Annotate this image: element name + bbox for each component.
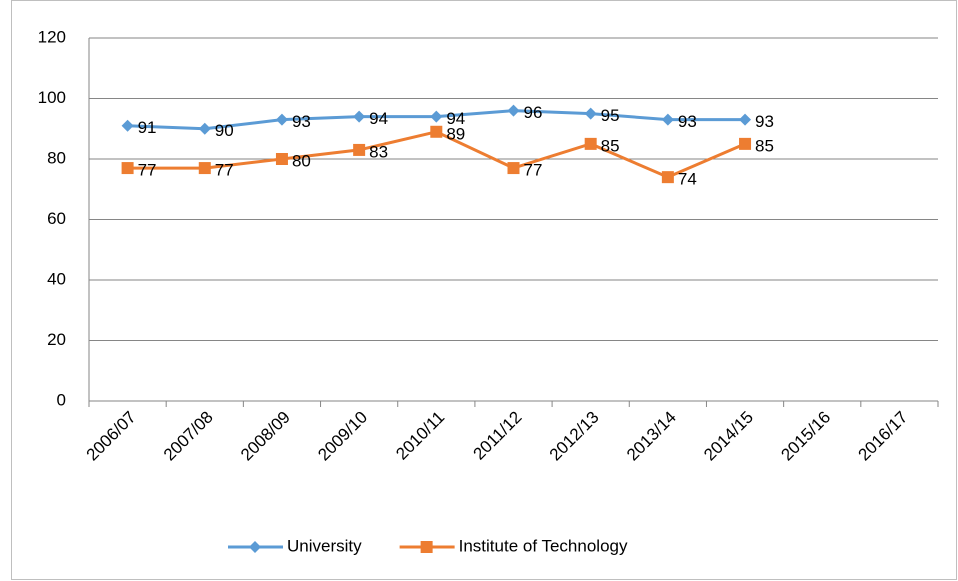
data-label: 80 — [292, 151, 311, 170]
y-tick-label: 80 — [47, 148, 66, 167]
y-tick-label: 20 — [47, 330, 66, 349]
data-label: 85 — [601, 136, 620, 155]
marker — [661, 113, 674, 126]
chart-border — [11, 0, 957, 580]
marker — [198, 122, 211, 135]
legend-label: Institute of Technology — [459, 536, 628, 555]
marker — [430, 110, 443, 123]
marker — [739, 113, 752, 126]
marker — [275, 113, 288, 126]
data-label: 89 — [446, 124, 465, 143]
data-label: 85 — [755, 136, 774, 155]
marker — [198, 162, 211, 175]
data-label: 74 — [678, 170, 697, 189]
marker — [121, 162, 134, 175]
marker — [507, 104, 520, 117]
marker — [121, 119, 134, 132]
marker — [661, 171, 674, 184]
data-label: 93 — [292, 112, 311, 131]
data-label: 93 — [755, 112, 774, 131]
data-label: 77 — [138, 161, 157, 180]
marker — [420, 541, 433, 553]
data-label: 90 — [215, 121, 234, 140]
marker — [584, 137, 597, 150]
marker — [584, 107, 597, 120]
data-label: 77 — [524, 161, 543, 180]
y-tick-label: 120 — [38, 27, 66, 46]
data-label: 94 — [369, 109, 388, 128]
marker — [353, 110, 366, 123]
y-tick-label: 100 — [38, 88, 66, 107]
data-label: 83 — [369, 142, 388, 161]
data-label: 94 — [446, 109, 465, 128]
data-label: 77 — [215, 161, 234, 180]
data-label: 91 — [138, 118, 157, 137]
data-label: 95 — [601, 106, 620, 125]
marker — [739, 137, 752, 150]
marker — [430, 125, 443, 138]
marker — [249, 541, 261, 553]
marker — [507, 162, 520, 175]
marker — [353, 143, 366, 156]
y-tick-label: 60 — [47, 209, 66, 228]
y-tick-label: 40 — [47, 269, 66, 288]
data-label: 93 — [678, 112, 697, 131]
y-tick-label: 0 — [57, 390, 66, 409]
marker — [275, 153, 288, 165]
data-label: 96 — [524, 103, 543, 122]
legend-label: University — [287, 536, 362, 555]
